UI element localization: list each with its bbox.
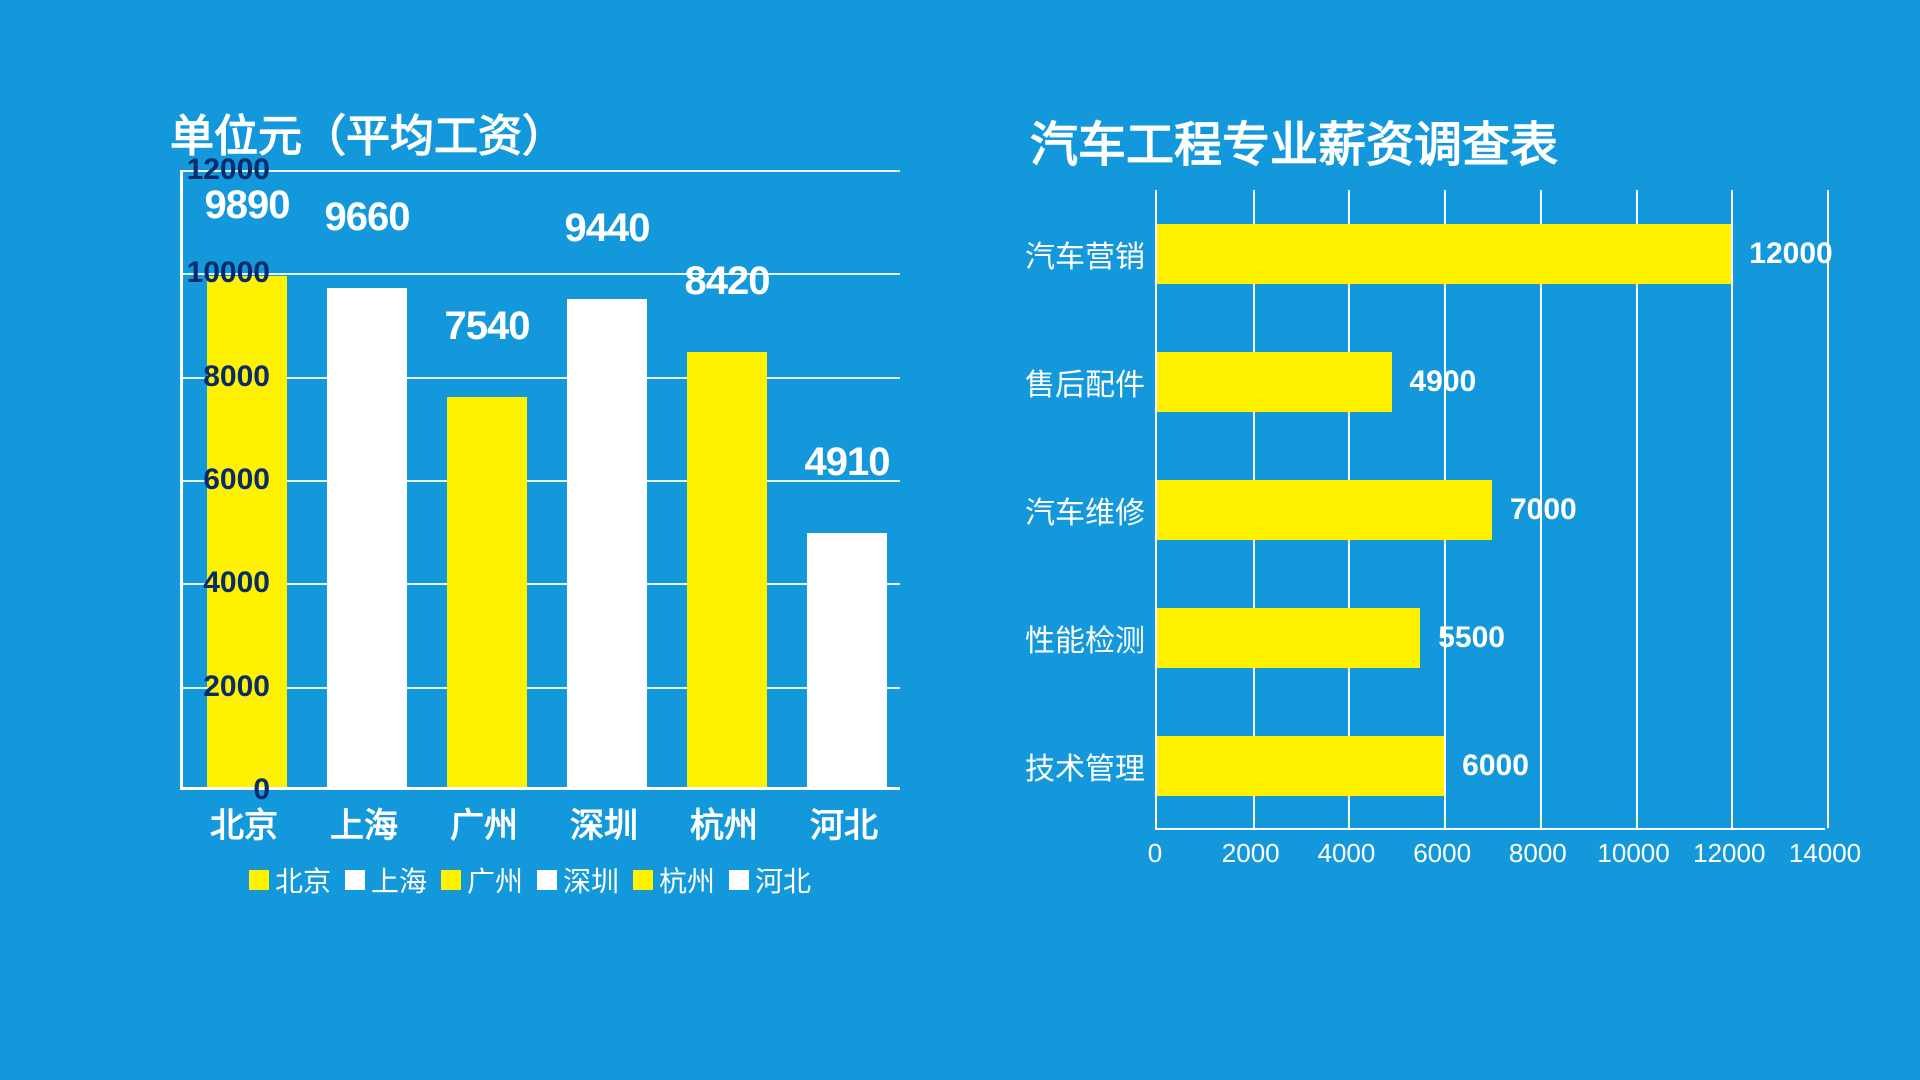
x-tick-label: 0 xyxy=(1148,838,1162,869)
legend-swatch xyxy=(729,870,749,890)
gridline xyxy=(1636,190,1638,828)
legend-label: 深圳 xyxy=(563,860,619,900)
y-tick-label: 2000 xyxy=(203,670,270,704)
x-category-label: 杭州 xyxy=(664,798,784,847)
legend-swatch xyxy=(633,870,653,890)
gridline xyxy=(183,170,900,172)
bar-value-label: 9440 xyxy=(547,206,667,251)
bar-value-label: 4910 xyxy=(787,440,907,485)
legend-label: 上海 xyxy=(371,860,427,900)
bar-value-label: 9890 xyxy=(187,183,307,228)
bar xyxy=(1157,224,1731,284)
bar-value-label: 5500 xyxy=(1438,621,1505,655)
gridline xyxy=(183,377,900,379)
bar xyxy=(1157,480,1492,540)
legend-label: 北京 xyxy=(275,860,331,900)
bar xyxy=(447,397,527,787)
gridline xyxy=(1827,190,1829,828)
left-bar-chart: 989096607540944084204910 北京上海广州深圳杭州河北 02… xyxy=(90,170,910,910)
gridline xyxy=(1731,190,1733,828)
bar xyxy=(807,533,887,787)
left-plot-area: 989096607540944084204910 xyxy=(180,170,900,790)
legend-label: 杭州 xyxy=(659,860,715,900)
legend-item: 深圳 xyxy=(537,860,619,900)
bar-value-label: 7540 xyxy=(427,304,547,349)
gridline xyxy=(183,273,900,275)
y-tick-label: 10000 xyxy=(187,256,270,290)
legend-label: 广州 xyxy=(467,860,523,900)
legend-item: 北京 xyxy=(249,860,331,900)
y-tick-label: 4000 xyxy=(203,566,270,600)
right-bar-chart: 0200040006000800010000120001400012000汽车营… xyxy=(1015,190,1835,910)
bar-value-label: 4900 xyxy=(1410,365,1477,399)
bar-value-label: 8420 xyxy=(667,259,787,304)
bar xyxy=(207,276,287,787)
right-chart-title: 汽车工程专业薪资调查表 xyxy=(1030,105,1558,175)
legend-item: 河北 xyxy=(729,860,811,900)
x-tick-label: 14000 xyxy=(1789,838,1861,869)
legend-swatch xyxy=(249,870,269,890)
legend-item: 上海 xyxy=(345,860,427,900)
bar xyxy=(327,288,407,787)
bar-value-label: 12000 xyxy=(1749,237,1832,271)
bar xyxy=(1157,608,1420,668)
x-tick-label: 4000 xyxy=(1318,838,1376,869)
left-legend: 北京上海广州深圳杭州河北 xyxy=(210,860,850,900)
x-tick-label: 8000 xyxy=(1509,838,1567,869)
y-category-label: 售后配件 xyxy=(1015,360,1145,404)
bar-value-label: 9660 xyxy=(307,195,427,240)
bar xyxy=(687,352,767,787)
y-category-label: 性能检测 xyxy=(1015,616,1145,660)
x-category-label: 上海 xyxy=(304,798,424,847)
x-category-label: 深圳 xyxy=(544,798,664,847)
legend-item: 杭州 xyxy=(633,860,715,900)
gridline xyxy=(183,687,900,689)
right-plot-area xyxy=(1155,190,1825,830)
legend-swatch xyxy=(537,870,557,890)
legend-item: 广州 xyxy=(441,860,523,900)
y-category-label: 汽车营销 xyxy=(1015,232,1145,276)
y-category-label: 技术管理 xyxy=(1015,744,1145,788)
legend-swatch xyxy=(441,870,461,890)
x-category-label: 广州 xyxy=(424,798,544,847)
x-tick-label: 12000 xyxy=(1693,838,1765,869)
bar xyxy=(1157,736,1444,796)
legend-swatch xyxy=(345,870,365,890)
bar xyxy=(567,299,647,787)
x-category-label: 河北 xyxy=(784,798,904,847)
bar-value-label: 7000 xyxy=(1510,493,1577,527)
x-tick-label: 2000 xyxy=(1222,838,1280,869)
y-category-label: 汽车维修 xyxy=(1015,488,1145,532)
x-tick-label: 6000 xyxy=(1413,838,1471,869)
y-tick-label: 8000 xyxy=(203,360,270,394)
y-tick-label: 12000 xyxy=(187,153,270,187)
bar xyxy=(1157,352,1392,412)
bar-value-label: 6000 xyxy=(1462,749,1529,783)
y-tick-label: 6000 xyxy=(203,463,270,497)
gridline xyxy=(183,583,900,585)
legend-label: 河北 xyxy=(755,860,811,900)
x-tick-label: 10000 xyxy=(1597,838,1669,869)
x-category-label: 北京 xyxy=(184,798,304,847)
